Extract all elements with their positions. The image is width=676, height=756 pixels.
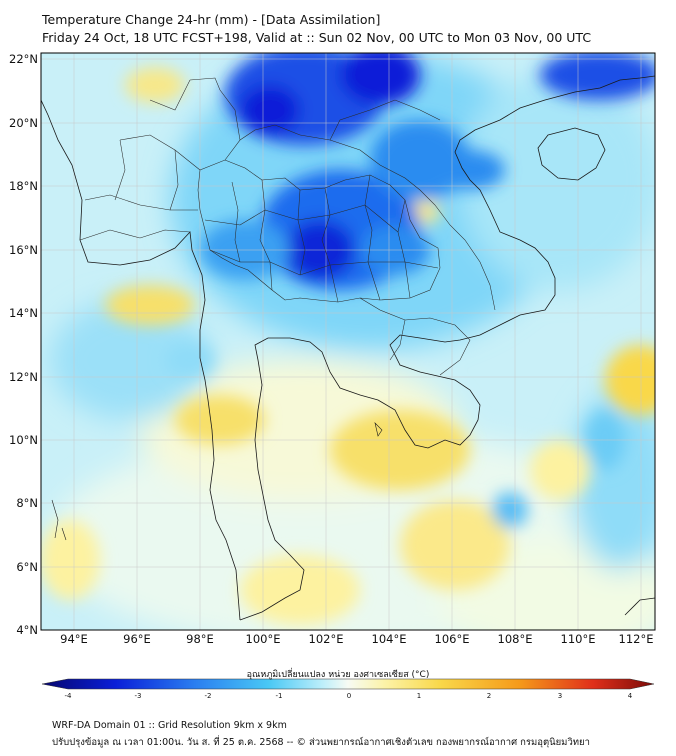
lon-label: 98°E bbox=[186, 632, 214, 646]
map-frame bbox=[40, 52, 656, 631]
lat-label: 14°N bbox=[9, 306, 38, 320]
lon-label: 104°E bbox=[371, 632, 407, 646]
chart-title: Temperature Change 24-hr (mm) - [Data As… bbox=[42, 12, 381, 27]
colorbar-tick: -3 bbox=[134, 692, 142, 700]
lon-label: 112°E bbox=[618, 632, 654, 646]
lat-label: 4°N bbox=[16, 623, 38, 637]
footer-credit: ปรับปรุงข้อมูล ณ เวลา 01:00น. วัน ส. ที่… bbox=[52, 737, 590, 748]
admin-borders bbox=[79, 77, 496, 376]
colorbar-title: อุณหภูมิเปลี่ยนแปลง หน่วย องศาเซลเซียส (… bbox=[246, 670, 430, 680]
lon-label: 106°E bbox=[434, 632, 470, 646]
lat-label: 16°N bbox=[9, 243, 38, 257]
lat-label: 22°N bbox=[9, 52, 38, 66]
colorbar-tick: 1 bbox=[416, 692, 422, 700]
coastlines bbox=[41, 75, 655, 621]
colorbar-tick: -1 bbox=[275, 692, 283, 700]
lon-label: 110°E bbox=[560, 632, 596, 646]
colorbar bbox=[41, 678, 655, 690]
lat-label: 6°N bbox=[16, 560, 38, 574]
lon-label: 102°E bbox=[308, 632, 344, 646]
colorbar-tick: -4 bbox=[64, 692, 72, 700]
colorbar-tick: 0 bbox=[346, 692, 352, 700]
chart-subtitle: Friday 24 Oct, 18 UTC FCST+198, Valid at… bbox=[42, 30, 592, 45]
lon-label: 94°E bbox=[60, 632, 88, 646]
temperature-field bbox=[41, 53, 655, 630]
graticule bbox=[41, 53, 655, 630]
lat-label: 10°N bbox=[9, 433, 38, 447]
lat-label: 18°N bbox=[9, 179, 38, 193]
lon-label: 96°E bbox=[123, 632, 151, 646]
colorbar-tick: 2 bbox=[486, 692, 492, 700]
lat-label: 12°N bbox=[9, 370, 38, 384]
colorbar-tick: 4 bbox=[627, 692, 633, 700]
lon-label: 100°E bbox=[245, 632, 281, 646]
colorbar-tick: 3 bbox=[557, 692, 563, 700]
footer-domain-info: WRF-DA Domain 01 :: Grid Resolution 9km … bbox=[52, 720, 287, 731]
lat-label: 20°N bbox=[9, 116, 38, 130]
colorbar-tick: -2 bbox=[204, 692, 212, 700]
lon-label: 108°E bbox=[497, 632, 533, 646]
lat-label: 8°N bbox=[16, 496, 38, 510]
